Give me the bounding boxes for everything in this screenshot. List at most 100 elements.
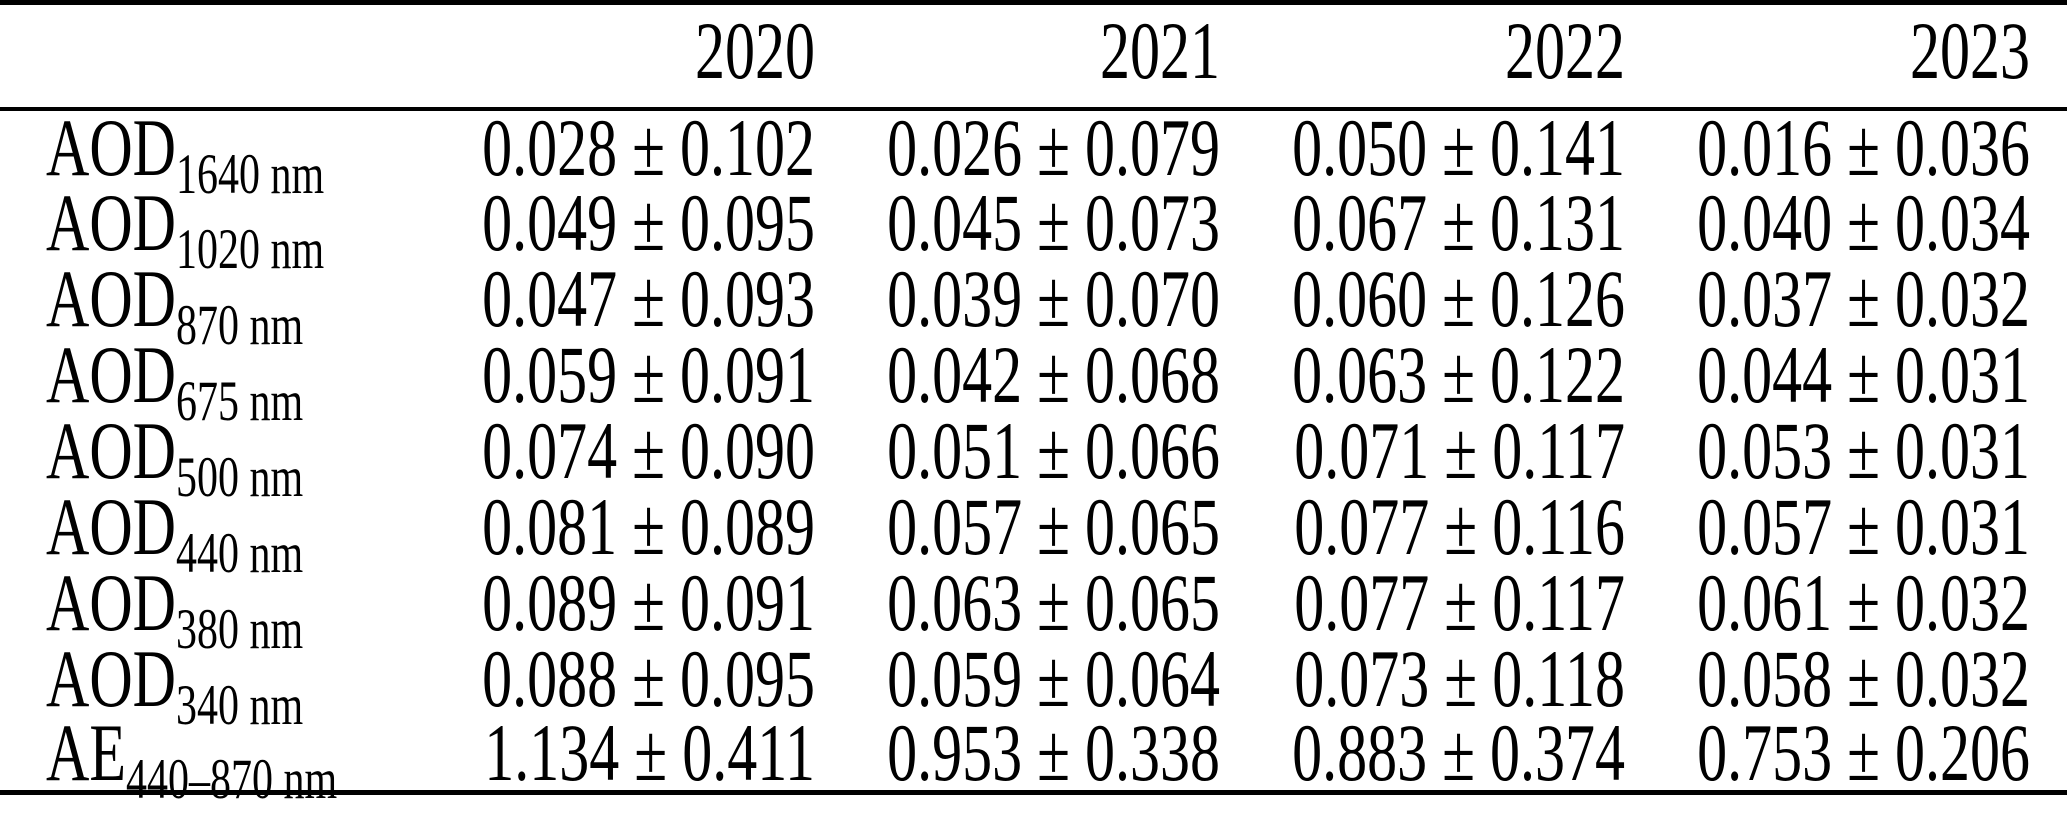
value-text: 0.049 ± 0.095 <box>482 177 815 268</box>
value-text: 0.059 ± 0.064 <box>887 633 1220 724</box>
header-year-2021: 2021 <box>815 2 1220 111</box>
value-text: 0.057 ± 0.031 <box>1697 481 2030 572</box>
value-cell: 0.016 ± 0.036 <box>1625 107 2067 189</box>
value-text: 0.060 ± 0.126 <box>1292 253 1625 344</box>
value-text: 0.073 ± 0.118 <box>1294 633 1625 724</box>
value-cell: 0.050 ± 0.141 <box>1220 107 1625 189</box>
quantity-subscript: 340 nm <box>176 674 304 737</box>
quantity-symbol: AOD <box>46 329 176 420</box>
value-cell: 0.042 ± 0.068 <box>815 329 1220 420</box>
table-row-aod-440: AOD440 nm 0.081 ± 0.089 0.057 ± 0.065 0.… <box>0 481 2067 583</box>
value-cell: 0.060 ± 0.126 <box>1220 253 1625 344</box>
year-label: 2020 <box>695 6 815 96</box>
quantity-subscript: 440–870 nm <box>125 749 338 812</box>
value-cell: 0.089 ± 0.091 <box>410 557 815 648</box>
quantity-symbol: AOD <box>46 405 176 496</box>
quantity-subscript: 500 nm <box>176 446 304 509</box>
header-year-2023: 2023 <box>1625 2 2067 111</box>
row-label: AOD340 nm <box>0 638 410 735</box>
header-year-2022: 2022 <box>1220 2 1625 111</box>
year-label: 2023 <box>1910 6 2030 96</box>
value-cell: 0.953 ± 0.338 <box>815 712 1220 794</box>
value-cell: 0.053 ± 0.031 <box>1625 405 2067 496</box>
year-label: 2021 <box>1100 6 1220 96</box>
quantity-symbol: AOD <box>46 633 176 724</box>
value-text: 0.883 ± 0.374 <box>1292 708 1625 799</box>
table-body: AOD1640 nm 0.028 ± 0.102 0.026 ± 0.079 0… <box>0 107 2067 809</box>
value-text: 0.053 ± 0.031 <box>1697 405 2030 496</box>
value-text: 0.061 ± 0.032 <box>1697 557 2030 648</box>
value-text: 0.050 ± 0.141 <box>1292 102 1625 193</box>
value-cell: 0.071 ± 0.117 <box>1220 410 1625 492</box>
value-text: 0.040 ± 0.034 <box>1697 177 2030 268</box>
value-cell: 0.057 ± 0.031 <box>1625 481 2067 572</box>
row-label: AOD1020 nm <box>0 182 410 279</box>
value-text: 0.037 ± 0.032 <box>1697 253 2030 344</box>
value-cell: 0.045 ± 0.073 <box>815 182 1220 264</box>
quantity-symbol: AOD <box>46 557 176 648</box>
value-text: 0.063 ± 0.065 <box>887 557 1220 648</box>
value-cell: 0.081 ± 0.089 <box>410 481 815 572</box>
quantity-symbol: AE <box>46 708 126 799</box>
value-text: 0.058 ± 0.032 <box>1697 633 2030 724</box>
value-text: 0.753 ± 0.206 <box>1697 708 2030 799</box>
value-text: 0.081 ± 0.089 <box>482 481 815 572</box>
table-row-aod-870: AOD870 nm 0.047 ± 0.093 0.039 ± 0.070 0.… <box>0 253 2067 355</box>
value-text: 0.063 ± 0.122 <box>1292 329 1625 420</box>
row-label: AOD440 nm <box>0 486 410 583</box>
row-label: AE440–870 nm <box>0 712 410 809</box>
header-empty-cell <box>0 2 410 111</box>
value-text: 0.077 ± 0.116 <box>1294 481 1625 572</box>
value-cell: 0.037 ± 0.032 <box>1625 253 2067 344</box>
value-text: 0.051 ± 0.066 <box>887 405 1220 496</box>
row-label: AOD675 nm <box>0 334 410 431</box>
header-row: 2020 2021 2022 2023 <box>0 2 2067 111</box>
value-cell: 0.051 ± 0.066 <box>815 405 1220 496</box>
quantity-subscript: 870 nm <box>176 294 304 357</box>
table-row-aod-340: AOD340 nm 0.088 ± 0.095 0.059 ± 0.064 0.… <box>0 633 2067 735</box>
value-cell: 1.134 ± 0.411 <box>410 712 815 794</box>
quantity-symbol: AOD <box>46 102 176 193</box>
value-cell: 0.088 ± 0.095 <box>410 633 815 724</box>
value-cell: 0.061 ± 0.032 <box>1625 557 2067 648</box>
table-row-aod-1020: AOD1020 nm 0.049 ± 0.095 0.045 ± 0.073 0… <box>0 177 2067 279</box>
row-label: AOD380 nm <box>0 562 410 659</box>
value-text: 0.044 ± 0.031 <box>1697 329 2030 420</box>
row-label: AOD500 nm <box>0 410 410 507</box>
value-cell: 0.028 ± 0.102 <box>410 107 815 189</box>
value-text: 0.057 ± 0.065 <box>887 481 1220 572</box>
value-cell: 0.047 ± 0.093 <box>410 258 815 340</box>
row-label: AOD1640 nm <box>0 107 410 204</box>
value-text: 0.042 ± 0.068 <box>887 329 1220 420</box>
value-text: 0.039 ± 0.070 <box>887 253 1220 344</box>
table-row-aod-1640: AOD1640 nm 0.028 ± 0.102 0.026 ± 0.079 0… <box>0 107 2067 204</box>
value-cell: 0.077 ± 0.116 <box>1220 481 1625 572</box>
value-text: 0.088 ± 0.095 <box>482 633 815 724</box>
value-text: 0.074 ± 0.090 <box>482 405 815 496</box>
value-text: 1.134 ± 0.411 <box>484 708 815 799</box>
value-cell: 0.753 ± 0.206 <box>1625 712 2067 794</box>
table-row-ae-440-870: AE440–870 nm 1.134 ± 0.411 0.953 ± 0.338… <box>0 712 2067 809</box>
table-row-aod-500: AOD500 nm 0.074 ± 0.090 0.051 ± 0.066 0.… <box>0 405 2067 507</box>
header-year-2020: 2020 <box>410 2 815 111</box>
value-cell: 0.074 ± 0.090 <box>410 405 815 496</box>
value-cell: 0.039 ± 0.070 <box>815 253 1220 344</box>
value-text: 0.026 ± 0.079 <box>887 102 1220 193</box>
value-cell: 0.058 ± 0.032 <box>1625 633 2067 724</box>
table-row-aod-675: AOD675 nm 0.059 ± 0.091 0.042 ± 0.068 0.… <box>0 329 2067 431</box>
year-label: 2022 <box>1505 6 1625 96</box>
value-cell: 0.063 ± 0.122 <box>1220 329 1625 420</box>
table-row-aod-380: AOD380 nm 0.089 ± 0.091 0.063 ± 0.065 0.… <box>0 557 2067 659</box>
quantity-subscript: 1020 nm <box>176 218 325 281</box>
row-label: AOD870 nm <box>0 258 410 355</box>
quantity-subscript: 1640 nm <box>176 143 325 206</box>
value-text: 0.089 ± 0.091 <box>482 557 815 648</box>
value-text: 0.953 ± 0.338 <box>887 708 1220 799</box>
table-header: 2020 2021 2022 2023 <box>0 2 2067 111</box>
quantity-symbol: AOD <box>46 253 176 344</box>
value-text: 0.077 ± 0.117 <box>1294 557 1625 648</box>
value-cell: 0.063 ± 0.065 <box>815 557 1220 648</box>
value-text: 0.059 ± 0.091 <box>482 329 815 420</box>
